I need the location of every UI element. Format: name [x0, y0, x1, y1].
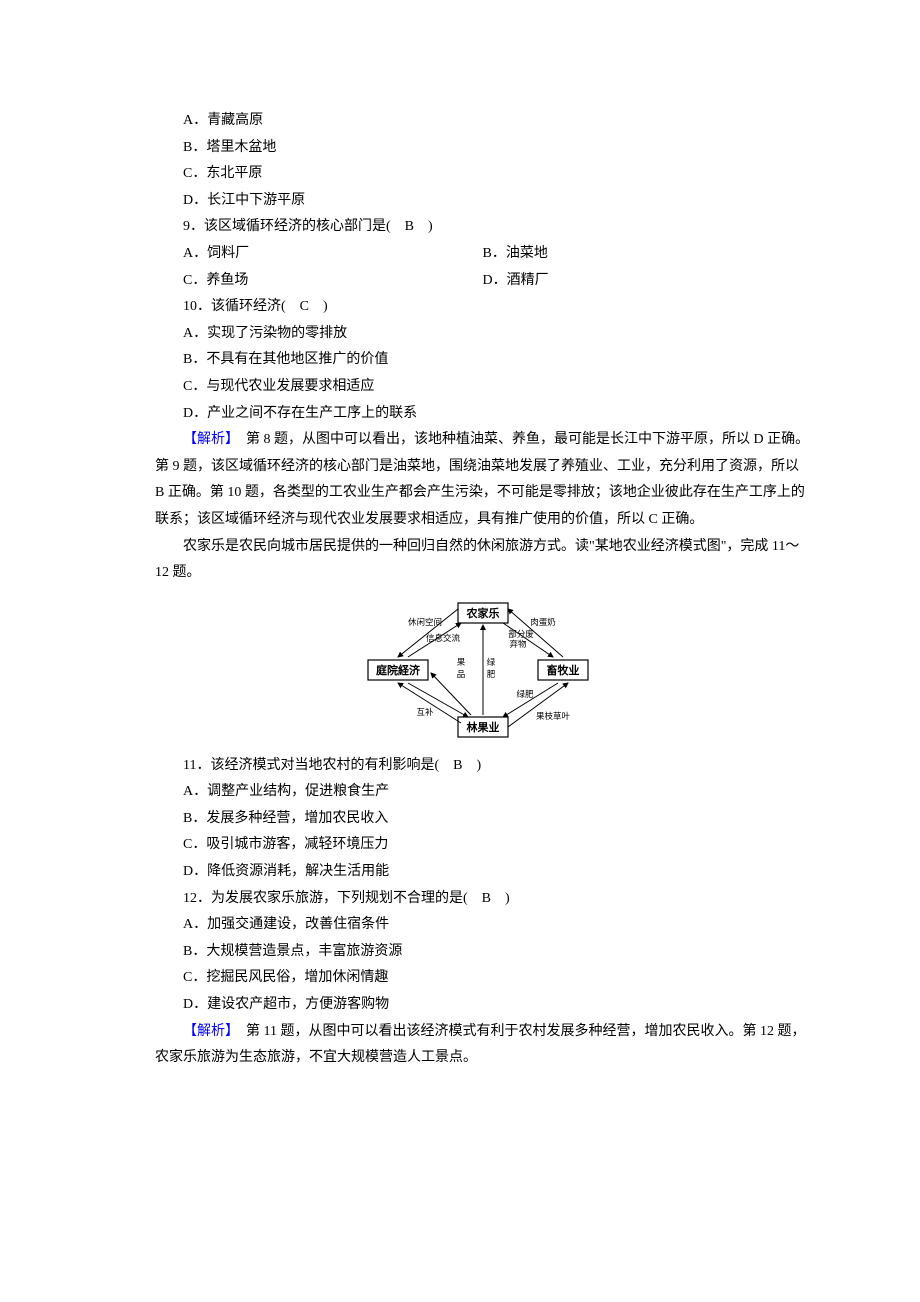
q9-option-d: D．酒精厂: [483, 268, 811, 295]
diagram-node-bottom: 林果业: [466, 720, 499, 734]
q12-option-b: B．大规模营造景点，丰富旅游资源: [155, 939, 810, 966]
q10-option-b: B．不具有在其他地区推广的价值: [155, 347, 810, 374]
q8-option-c: C．东北平原: [155, 161, 810, 188]
edge-bottom-left: 互补: [416, 707, 434, 717]
q11-stem: 11．该经济模式对当地农村的有利影响是( B ): [155, 753, 810, 780]
q11-option-c: C．吸引城市游客，减轻环境压力: [155, 832, 810, 859]
q9-option-c: C．养鱼场: [155, 268, 483, 295]
edge-center-1: 绿: [486, 657, 495, 667]
q9-options-row-2: C．养鱼场 D．酒精厂: [155, 268, 810, 295]
q10-option-d: D．产业之间不存在生产工序上的联系: [155, 401, 810, 428]
q10-option-a: A．实现了污染物的零排放: [155, 321, 810, 348]
edge-center-2: 肥: [486, 669, 495, 679]
q8-option-d: D．长江中下游平原: [155, 188, 810, 215]
edge-right-mid: 绿肥: [516, 689, 534, 699]
diagram-node-right: 畜牧业: [546, 663, 579, 677]
q9-stem: 9．该区域循环经济的核心部门是( B ): [155, 214, 810, 241]
analysis-1-text: 第 8 题，从图中可以看出，该地种植油菜、养鱼，最可能是长江中下游平原，所以 D…: [155, 432, 809, 527]
edge-right-upper-1: 部分废: [508, 629, 534, 639]
q12-option-a: A．加强交通建设，改善住宿条件: [155, 912, 810, 939]
edge-left-upper: 信息交流: [425, 633, 460, 643]
q8-option-a: A．青藏高原: [155, 108, 810, 135]
q9-options-row-1: A．饲料厂 B．油菜地: [155, 241, 810, 268]
analysis-2: 【解析】 第 11 题，从图中可以看出该经济模式有利于农村发展多种经营，增加农民…: [155, 1019, 810, 1072]
analysis-1-label: 【解析】: [183, 432, 232, 447]
diagram-node-top: 农家乐: [465, 606, 499, 620]
q11-option-d: D．降低资源消耗，解决生活用能: [155, 859, 810, 886]
edge-left-mid-1: 果: [456, 657, 465, 667]
edge-bottom-right: 果枝草叶: [535, 711, 570, 721]
edge-top-right: 肉蛋奶: [530, 617, 556, 627]
q9-option-a: A．饲料厂: [155, 241, 483, 268]
q11-option-b: B．发展多种经营，增加农民收入: [155, 806, 810, 833]
analysis-2-text: 第 11 题，从图中可以看出该经济模式有利于农村发展多种经营，增加农民收入。第 …: [155, 1024, 805, 1066]
q10-stem: 10．该循环经济( C ): [155, 294, 810, 321]
analysis-2-label: 【解析】: [183, 1024, 232, 1039]
intro-2: 农家乐是农民向城市居民提供的一种回归自然的休闲旅游方式。读"某地农业经济模式图"…: [155, 534, 810, 587]
q10-option-c: C．与现代农业发展要求相适应: [155, 374, 810, 401]
q12-option-d: D．建设农产超市，方便游客购物: [155, 992, 810, 1019]
q11-option-a: A．调整产业结构，促进粮食生产: [155, 779, 810, 806]
diagram-node-left: 庭院経济: [376, 663, 421, 677]
q8-option-b: B．塔里木盆地: [155, 135, 810, 162]
q12-option-c: C．挖掘民风民俗，增加休闲情趣: [155, 965, 810, 992]
q12-stem: 12．为发展农家乐旅游，下列规划不合理的是( B ): [155, 886, 810, 913]
analysis-1: 【解析】 第 8 题，从图中可以看出，该地种植油菜、养鱼，最可能是长江中下游平原…: [155, 427, 810, 533]
agri-economy-diagram: 农家乐 庭院経济 畜牧业 林果业 休闲空间 肉蛋奶 信息交流 部分废 弃物 互补…: [155, 595, 810, 745]
edge-right-upper-2: 弃物: [509, 639, 527, 649]
edge-left-mid-2: 品: [456, 669, 465, 679]
q9-option-b: B．油菜地: [483, 241, 811, 268]
edge-top-left: 休闲空间: [407, 617, 441, 627]
